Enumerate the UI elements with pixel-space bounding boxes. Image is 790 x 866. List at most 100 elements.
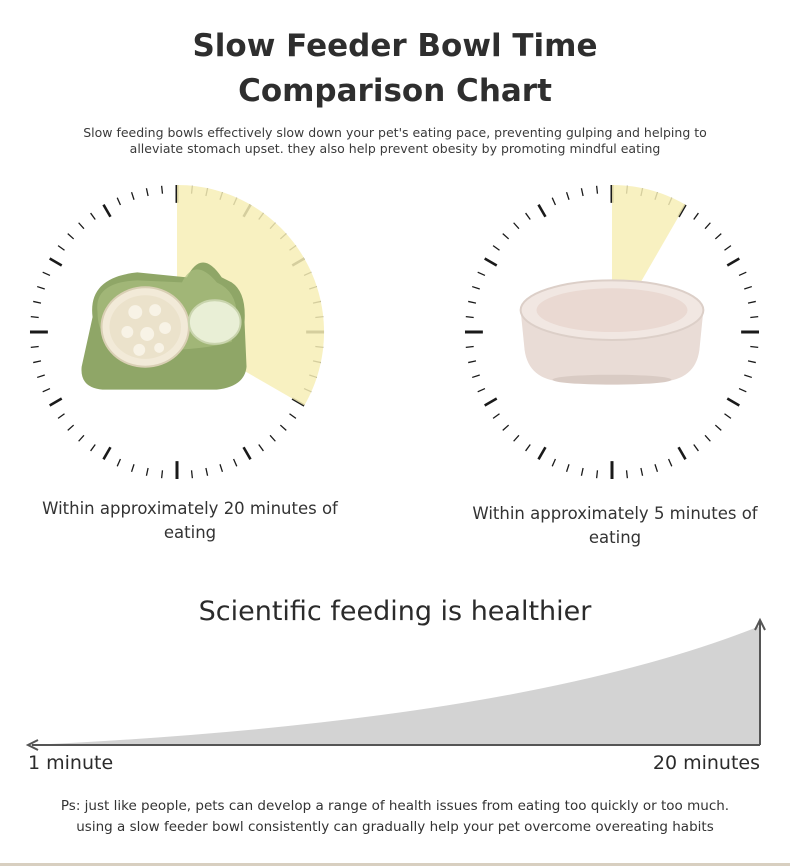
clock-tick — [102, 204, 112, 218]
clock-tick — [513, 222, 520, 230]
clock-tick — [36, 374, 45, 379]
clock-tick — [595, 185, 599, 194]
regular-bowl-image — [519, 279, 705, 385]
clock-tick — [714, 233, 722, 240]
clock-tick — [269, 434, 276, 442]
clock-tick — [724, 413, 732, 419]
slow-caption-line-1: Within approximately 20 minutes of — [42, 499, 338, 518]
regular-caption-line-1: Within approximately 5 minutes of — [472, 504, 758, 523]
clock-tick — [102, 446, 112, 460]
clock-tick — [289, 413, 297, 419]
clock-tick — [57, 245, 65, 251]
clock-tick — [595, 470, 599, 479]
clock-tick — [42, 387, 51, 393]
clock-tick — [484, 397, 498, 407]
clock-tick — [471, 374, 480, 379]
clock-tick — [30, 315, 39, 319]
clock-tick — [525, 212, 531, 220]
clock-tick — [551, 197, 557, 206]
clock-tick — [116, 458, 122, 467]
clock-tick — [465, 315, 474, 319]
ps-line-1: Ps: just like people, pets can develop a… — [60, 798, 730, 814]
bottom-divider — [0, 863, 790, 866]
intro-line-2: alleviate stomach upset. they also help … — [129, 141, 661, 156]
clock-tick — [667, 458, 673, 467]
regular-caption-line-2: eating — [588, 528, 642, 547]
up-arrow-icon — [754, 617, 766, 631]
clock-tick — [747, 300, 756, 304]
slow-feeder-clock — [29, 184, 325, 480]
regular-bowl-clock — [464, 184, 760, 480]
ramp-area — [30, 626, 760, 745]
clock-tick — [744, 374, 753, 379]
clock-tick — [551, 458, 557, 467]
clock-tick — [67, 424, 75, 431]
intro-text: Slow feeding bowls effectively slow down… — [60, 125, 730, 157]
clock-tick — [205, 467, 209, 476]
clock-tick — [750, 345, 759, 349]
slow-caption-line-2: eating — [163, 523, 217, 542]
clock-tick — [654, 464, 659, 473]
clock-tick — [30, 345, 39, 349]
clock-tick — [525, 444, 531, 452]
clock-tick — [693, 212, 699, 220]
clock-tick — [640, 467, 644, 476]
health-ramp-graphic — [25, 617, 766, 751]
left-arrow-icon — [25, 739, 39, 751]
clock-tick — [704, 222, 711, 230]
clock-tick — [219, 464, 224, 473]
clock-tick — [130, 191, 135, 200]
clock-tick — [49, 397, 63, 407]
clock-tick — [747, 360, 756, 364]
clock-tick — [738, 387, 747, 393]
clock-tick — [468, 300, 477, 304]
clock-tick — [279, 424, 287, 431]
clock-tick — [502, 233, 510, 240]
clock-tick — [693, 444, 699, 452]
clock-tick — [36, 285, 45, 290]
clock-tick — [477, 387, 486, 393]
title-line-2: Comparison Chart — [238, 73, 552, 109]
clock-tick — [465, 345, 474, 349]
clock-ticks — [464, 184, 760, 480]
slow-feeder-bowl-image — [81, 262, 247, 390]
clock-tick — [677, 446, 687, 460]
clock-tick — [580, 188, 584, 197]
clock-tick — [90, 212, 96, 220]
clock-tick — [78, 222, 85, 230]
clock-tick — [160, 185, 164, 194]
clock-tick — [492, 245, 500, 251]
clock-tick — [42, 271, 51, 277]
health-heading: Scientific feeding is healthier — [198, 596, 592, 627]
clock-tick — [33, 360, 42, 364]
clock-tick — [565, 464, 570, 473]
clock-tick — [502, 424, 510, 431]
clock-tick — [33, 300, 42, 304]
clock-tick — [232, 458, 238, 467]
clock-tick — [492, 413, 500, 419]
slow-bowl-caption: Within approximately 20 minutes of eatin… — [30, 497, 350, 545]
clock-tick — [726, 257, 740, 267]
clock-tick — [468, 360, 477, 364]
page-title: Slow Feeder Bowl Time Comparison Chart — [0, 24, 790, 114]
clock-tick — [724, 245, 732, 251]
clock-tick — [565, 191, 570, 200]
clock-tick — [738, 271, 747, 277]
clock-tick — [750, 315, 759, 319]
clock-tick — [145, 188, 149, 197]
clock-tick — [90, 444, 96, 452]
clock-tick — [484, 257, 498, 267]
clock-tick — [704, 434, 711, 442]
clock-tick — [513, 434, 520, 442]
clock-tick — [190, 470, 194, 479]
title-line-1: Slow Feeder Bowl Time — [192, 28, 598, 64]
clock-tick — [116, 197, 122, 206]
clock-tick — [258, 444, 264, 452]
scale-min-label: 1 minute — [28, 752, 114, 774]
ps-note: Ps: just like people, pets can develop a… — [0, 796, 790, 838]
clock-tick — [145, 467, 149, 476]
scale-max-label: 20 minutes — [652, 752, 760, 774]
clock-tick — [726, 397, 740, 407]
clock-tick — [537, 446, 547, 460]
clock-tick — [160, 470, 164, 479]
